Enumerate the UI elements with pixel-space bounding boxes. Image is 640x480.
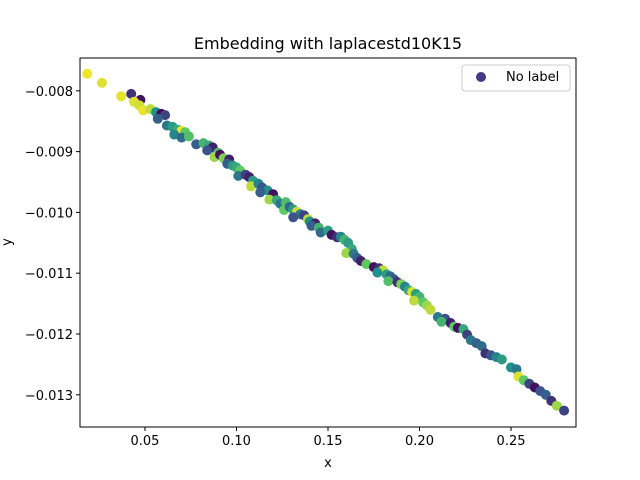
legend-box: [461, 64, 571, 92]
x-tick-label: 0.25: [497, 434, 526, 449]
scatter-point: [436, 316, 447, 327]
x-tick-label: 0.15: [314, 434, 343, 449]
legend: No label: [461, 64, 571, 92]
y-axis-label: y: [0, 238, 15, 246]
y-tick-label: −0.010: [25, 206, 73, 221]
scatter-point: [425, 304, 436, 315]
y-tick-label: −0.008: [25, 85, 73, 100]
scatter-point: [288, 212, 299, 223]
scatter-point: [341, 248, 352, 259]
legend-label: No label: [506, 70, 559, 85]
y-tick-label: −0.013: [25, 389, 73, 404]
scatter-point: [97, 77, 107, 88]
scatter-point: [126, 88, 137, 99]
legend-marker: [476, 72, 486, 82]
y-axis-ticks: −0.008 −0.009 −0.010 −0.011 −0.012 −0.013: [25, 85, 80, 404]
y-tick-label: −0.011: [25, 267, 73, 282]
x-tick-label: 0.20: [405, 434, 434, 449]
x-axis-ticks: 0.05 0.10 0.15 0.20 0.25: [130, 427, 526, 449]
chart-title: Embedding with laplacestd10K15: [194, 34, 462, 53]
scatter-point: [409, 295, 419, 306]
scatter-point: [255, 187, 266, 198]
x-tick-label: 0.05: [130, 434, 159, 449]
scatter-point: [202, 145, 213, 156]
scatter-point: [264, 194, 275, 205]
scatter-point: [551, 400, 562, 411]
scatter-point: [183, 131, 194, 142]
scatter-point: [383, 276, 394, 287]
y-tick-label: −0.009: [25, 146, 73, 161]
x-tick-label: 0.10: [222, 434, 251, 449]
scatter-point: [496, 354, 507, 365]
scatter-point: [82, 68, 93, 79]
scatter-point: [372, 267, 383, 278]
scatter-point: [152, 113, 163, 124]
x-axis-label: x: [324, 456, 332, 471]
scatter-point: [116, 91, 127, 102]
plot-area: [82, 68, 570, 416]
y-tick-label: −0.012: [25, 328, 73, 343]
scatter-point: [138, 105, 149, 116]
scatter-point: [559, 405, 570, 416]
